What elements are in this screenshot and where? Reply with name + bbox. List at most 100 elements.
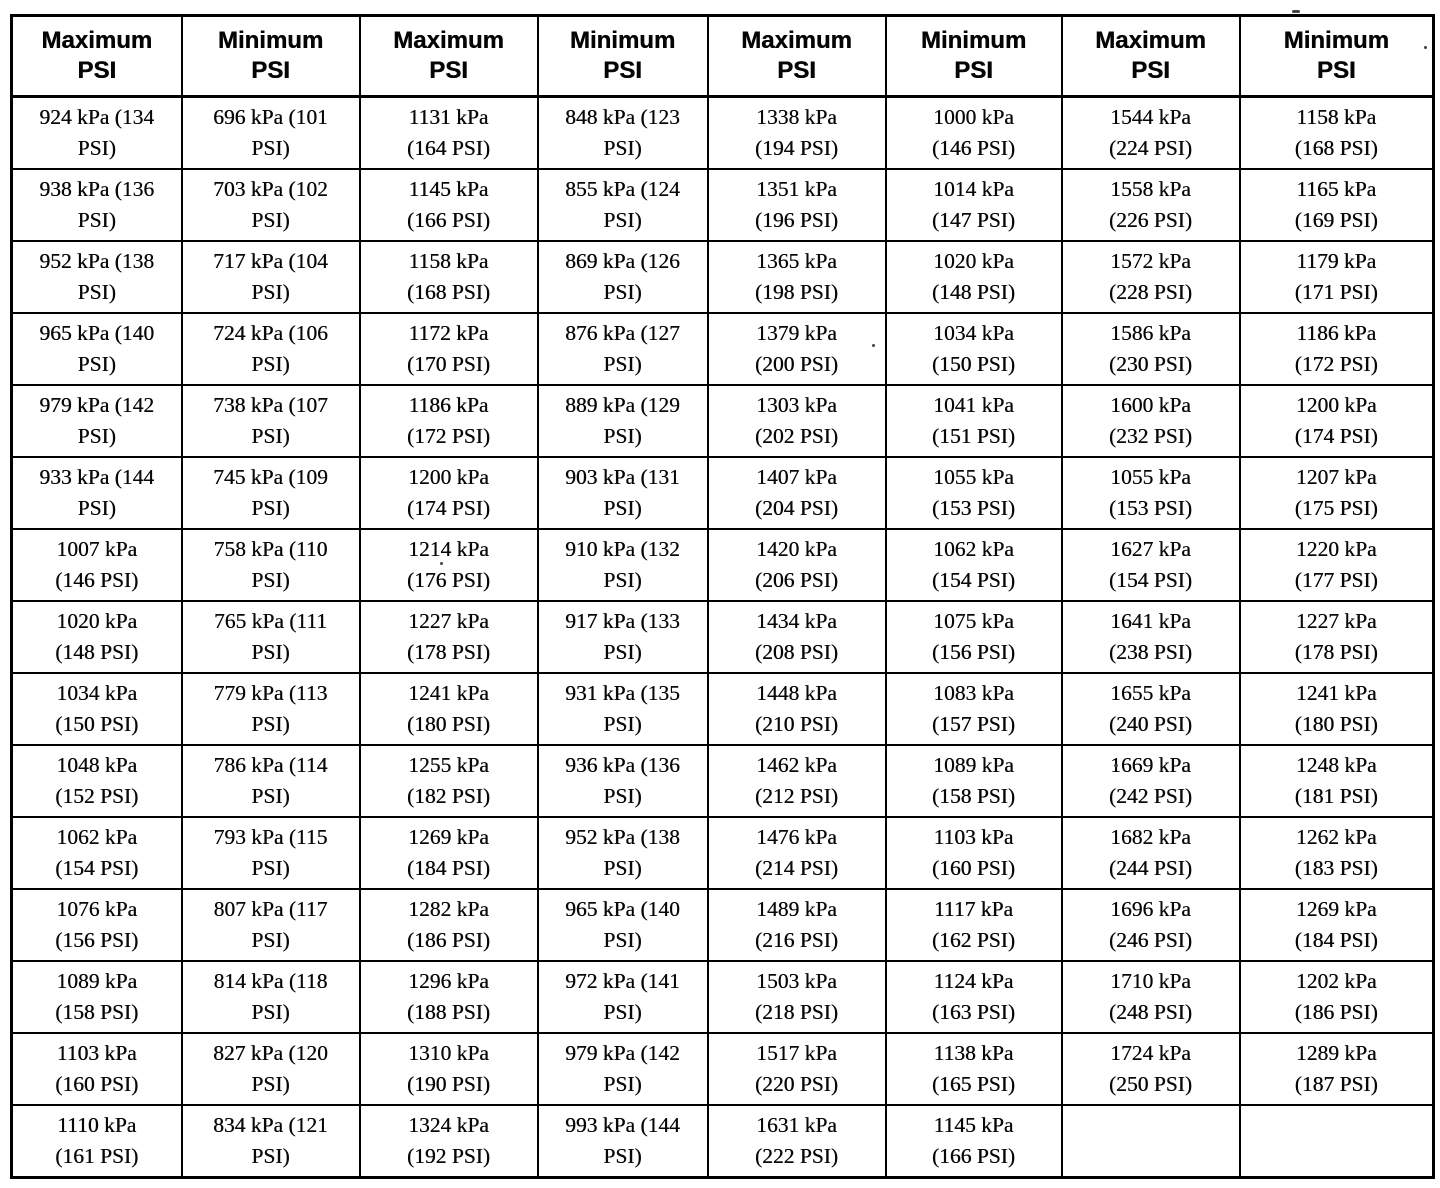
header-cell: Minimum PSI	[536, 14, 709, 98]
table-cell: 903 kPa (131 PSI)	[536, 456, 709, 530]
table-cell: 696 kPa (101 PSI)	[180, 95, 361, 170]
table-cell: 1586 kPa (230 PSI)	[1060, 312, 1241, 386]
table-cell: 979 kPa (142 PSI)	[536, 1032, 709, 1106]
table-cell: 1627 kPa (154 PSI)	[1060, 528, 1241, 602]
table-cell: 1351 kPa (196 PSI)	[706, 168, 887, 242]
table-cell: 1379 kPa (200 PSI)	[706, 312, 887, 386]
table-cell: 848 kPa (123 PSI)	[536, 95, 709, 170]
table-cell: 1214 kPa (176 PSI)	[358, 528, 539, 602]
table-cell: 1241 kPa (180 PSI)	[1238, 672, 1435, 746]
header-cell: Minimum PSI	[180, 14, 361, 98]
table-cell: 1103 kPa (160 PSI)	[10, 1032, 183, 1106]
table-cell: 793 kPa (115 PSI)	[180, 816, 361, 890]
scan-speckle	[872, 344, 875, 347]
table-cell: 1055 kPa (153 PSI)	[1060, 456, 1241, 530]
header-cell: Maximum PSI	[706, 14, 887, 98]
table-cell: 1227 kPa (178 PSI)	[1238, 600, 1435, 674]
scan-speckle	[440, 562, 443, 565]
scan-speckle	[1114, 764, 1118, 767]
table-cell: 917 kPa (133 PSI)	[536, 600, 709, 674]
table-cell: 1407 kPa (204 PSI)	[706, 456, 887, 530]
table-cell: 1200 kPa (174 PSI)	[1238, 384, 1435, 458]
table-cell: 1089 kPa (158 PSI)	[10, 960, 183, 1034]
table-header: Maximum PSI Minimum PSI Maximum PSI Minimum…	[10, 14, 1435, 98]
table-cell: 965 kPa (140 PSI)	[10, 312, 183, 386]
table-cell: 1544 kPa (224 PSI)	[1060, 95, 1241, 170]
table-cell: 972 kPa (141 PSI)	[536, 960, 709, 1034]
table-cell: 1365 kPa (198 PSI)	[706, 240, 887, 314]
table-row: 1062 kPa (154 PSI) 793 kPa (115 PSI) 1269 …	[10, 816, 1435, 890]
table-cell: 758 kPa (110 PSI)	[180, 528, 361, 602]
table-cell: 855 kPa (124 PSI)	[536, 168, 709, 242]
table-cell: 1055 kPa (153 PSI)	[884, 456, 1063, 530]
table-cell: 1158 kPa (168 PSI)	[1238, 95, 1435, 170]
table-cell: 1034 kPa (150 PSI)	[10, 672, 183, 746]
table-cell: 1220 kPa (177 PSI)	[1238, 528, 1435, 602]
table-cell: 1075 kPa (156 PSI)	[884, 600, 1063, 674]
table-cell	[1238, 1104, 1435, 1179]
table-row: 1020 kPa (148 PSI) 765 kPa (111 PSI) 1227 …	[10, 600, 1435, 674]
table-cell: 1682 kPa (244 PSI)	[1060, 816, 1241, 890]
table-row: 979 kPa (142 PSI) 738 kPa (107 PSI) 1186 k…	[10, 384, 1435, 458]
table-cell: 869 kPa (126 PSI)	[536, 240, 709, 314]
table-cell: 910 kPa (132 PSI)	[536, 528, 709, 602]
table-cell: 1131 kPa (164 PSI)	[358, 95, 539, 170]
table-row: 1007 kPa (146 PSI) 758 kPa (110 PSI) 1214 …	[10, 528, 1435, 602]
table-row: 952 kPa (138 PSI) 717 kPa (104 PSI) 1158 k…	[10, 240, 1435, 314]
table-cell: 1303 kPa (202 PSI)	[706, 384, 887, 458]
table-cell: 779 kPa (113 PSI)	[180, 672, 361, 746]
table-cell: 1179 kPa (171 PSI)	[1238, 240, 1435, 314]
table-cell: 738 kPa (107 PSI)	[180, 384, 361, 458]
header-cell: Minimum PSI	[884, 14, 1063, 98]
table-cell: 889 kPa (129 PSI)	[536, 384, 709, 458]
table-cell: 1048 kPa (152 PSI)	[10, 744, 183, 818]
table-row: 1034 kPa (150 PSI) 779 kPa (113 PSI) 1241 …	[10, 672, 1435, 746]
header-cell: Maximum PSI	[10, 14, 183, 98]
table-cell: 1165 kPa (169 PSI)	[1238, 168, 1435, 242]
table-cell: 933 kPa (144 PSI)	[10, 456, 183, 530]
table-cell: 807 kPa (117 PSI)	[180, 888, 361, 962]
table-cell: 765 kPa (111 PSI)	[180, 600, 361, 674]
table-cell: 1655 kPa (240 PSI)	[1060, 672, 1241, 746]
table-row: 924 kPa (134 PSI) 696 kPa (101 PSI) 1131 k…	[10, 95, 1435, 170]
table-cell: 1076 kPa (156 PSI)	[10, 888, 183, 962]
table-cell: 1083 kPa (157 PSI)	[884, 672, 1063, 746]
table-cell: 1000 kPa (146 PSI)	[884, 95, 1063, 170]
table-cell: 1089 kPa (158 PSI)	[884, 744, 1063, 818]
table-row: 933 kPa (144 PSI) 745 kPa (109 PSI) 1200 k…	[10, 456, 1435, 530]
table-cell: 717 kPa (104 PSI)	[180, 240, 361, 314]
table-cell: 834 kPa (121 PSI)	[180, 1104, 361, 1179]
table-cell: 1269 kPa (184 PSI)	[1238, 888, 1435, 962]
table-cell: 1110 kPa (161 PSI)	[10, 1104, 183, 1179]
table-cell: 876 kPa (127 PSI)	[536, 312, 709, 386]
table-cell: 1014 kPa (147 PSI)	[884, 168, 1063, 242]
table-cell: 1248 kPa (181 PSI)	[1238, 744, 1435, 818]
table-cell: 1669 kPa (242 PSI)	[1060, 744, 1241, 818]
table-cell: 1145 kPa (166 PSI)	[358, 168, 539, 242]
table-cell: 1138 kPa (165 PSI)	[884, 1032, 1063, 1106]
table-row: 938 kPa (136 PSI) 703 kPa (102 PSI) 1145 k…	[10, 168, 1435, 242]
table-cell: 1503 kPa (218 PSI)	[706, 960, 887, 1034]
table-cell: 1517 kPa (220 PSI)	[706, 1032, 887, 1106]
table-cell	[1060, 1104, 1241, 1179]
table-cell: 1255 kPa (182 PSI)	[358, 744, 539, 818]
table-cell: 1572 kPa (228 PSI)	[1060, 240, 1241, 314]
table-row: 1103 kPa (160 PSI) 827 kPa (120 PSI) 1310 …	[10, 1032, 1435, 1106]
table-cell: 1600 kPa (232 PSI)	[1060, 384, 1241, 458]
table-cell: 1062 kPa (154 PSI)	[884, 528, 1063, 602]
table-cell: 936 kPa (136 PSI)	[536, 744, 709, 818]
table-cell: 1448 kPa (210 PSI)	[706, 672, 887, 746]
table-cell: 1489 kPa (216 PSI)	[706, 888, 887, 962]
table-cell: 1324 kPa (192 PSI)	[358, 1104, 539, 1179]
table-cell: 1558 kPa (226 PSI)	[1060, 168, 1241, 242]
table-cell: 703 kPa (102 PSI)	[180, 168, 361, 242]
table-cell: 1117 kPa (162 PSI)	[884, 888, 1063, 962]
table-row: 1089 kPa (158 PSI) 814 kPa (118 PSI) 1296 …	[10, 960, 1435, 1034]
table-cell: 1200 kPa (174 PSI)	[358, 456, 539, 530]
table-cell: 724 kPa (106 PSI)	[180, 312, 361, 386]
table-cell: 1296 kPa (188 PSI)	[358, 960, 539, 1034]
table-cell: 1724 kPa (250 PSI)	[1060, 1032, 1241, 1106]
table-cell: 1034 kPa (150 PSI)	[884, 312, 1063, 386]
table-cell: 1172 kPa (170 PSI)	[358, 312, 539, 386]
